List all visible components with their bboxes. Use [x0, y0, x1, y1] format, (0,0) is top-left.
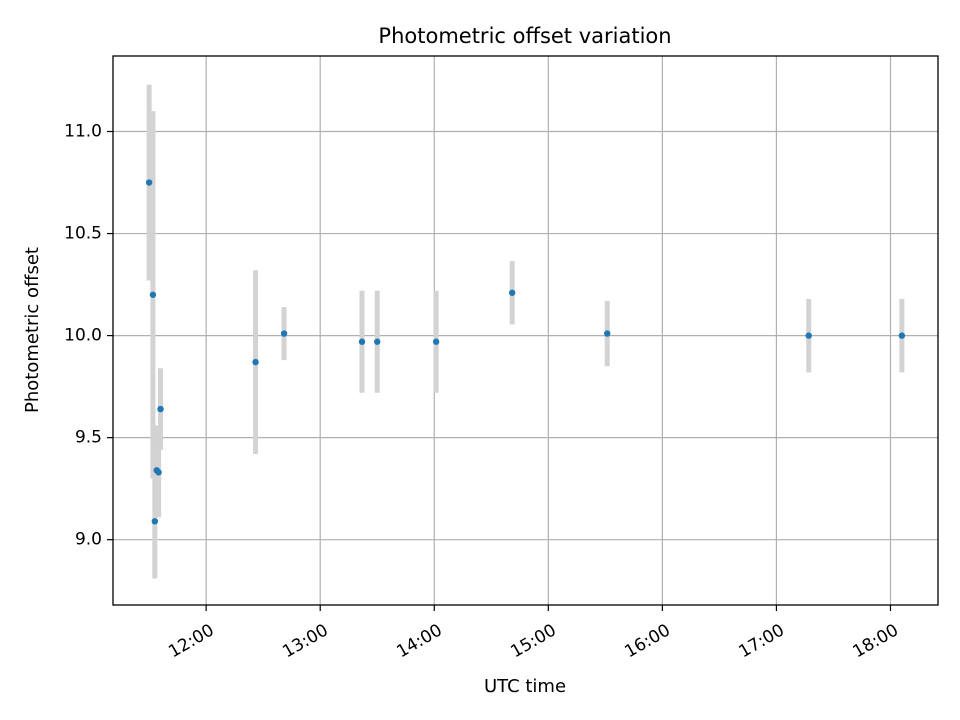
chart-title: Photometric offset variation: [378, 24, 671, 48]
y-tick-label: 10.5: [64, 224, 102, 244]
y-tick-label: 9.5: [75, 428, 102, 448]
data-point: [151, 518, 159, 525]
y-tick-label: 9.0: [75, 530, 102, 550]
plot-frame: [112, 55, 939, 606]
data-point: [145, 179, 153, 186]
data-point: [358, 338, 366, 345]
y-tick-label: 10.0: [64, 326, 102, 346]
y-tick-label: 11.0: [64, 122, 102, 142]
data-point: [252, 358, 259, 366]
data-point: [280, 330, 288, 337]
data-point: [374, 338, 381, 345]
y-axis-title: Photometric offset: [22, 247, 43, 413]
data-point: [805, 332, 812, 339]
grid: [113, 56, 938, 605]
data-point: [157, 405, 164, 413]
data-point: [155, 469, 162, 476]
data-point: [898, 332, 906, 339]
data-point: [149, 291, 157, 298]
data-points: [145, 179, 906, 525]
data-point: [432, 338, 440, 345]
x-axis-title: UTC time: [484, 676, 566, 697]
data-point: [508, 289, 516, 296]
data-point: [604, 330, 611, 337]
